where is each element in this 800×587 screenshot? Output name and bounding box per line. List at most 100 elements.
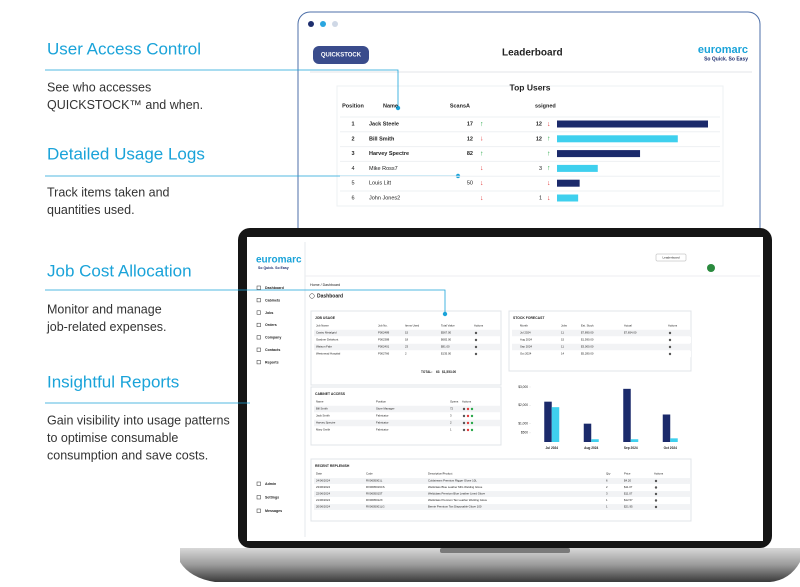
bar: [630, 439, 639, 442]
action-icon[interactable]: [470, 414, 474, 418]
action-icon[interactable]: [466, 428, 470, 432]
scans: 12: [467, 136, 473, 142]
action-icon[interactable]: [654, 499, 658, 502]
cell: 14: [561, 352, 565, 356]
trend: ↑: [547, 136, 551, 143]
row-bg: [314, 336, 500, 344]
position: 4: [351, 166, 354, 172]
action-icon[interactable]: [462, 407, 466, 411]
column-header: Name: [316, 400, 324, 404]
connector-dot: [442, 311, 448, 317]
user-name: Louis Litt: [369, 181, 391, 187]
cell: 20/06/2024: [316, 505, 330, 509]
nav-item: Cabinets: [265, 298, 280, 302]
cell: 15: [561, 338, 565, 342]
panel-title: RECENT REPLENISH: [315, 464, 350, 468]
nav-icon: [256, 310, 261, 315]
panel-title: CABINET ACCESS: [315, 392, 346, 396]
nav-icon: [256, 322, 261, 327]
action-icon[interactable]: [474, 338, 478, 342]
row-bg: [314, 484, 690, 491]
scans: 17: [467, 121, 473, 127]
column-header: Est. Stock: [581, 324, 594, 328]
action-icon[interactable]: [466, 421, 470, 425]
cell: Mary Smith: [316, 428, 331, 432]
total-value: $1,553.00: [442, 370, 456, 374]
action-icon[interactable]: [466, 407, 470, 411]
position: 5: [351, 181, 354, 187]
trend: ↓: [547, 195, 551, 202]
column-header: Items Used: [405, 324, 420, 328]
bar: [551, 407, 560, 442]
action-icon[interactable]: [466, 414, 470, 418]
action-icon[interactable]: [474, 331, 478, 335]
cell: RX0605001L: [366, 479, 383, 483]
cell: 21/06/2024: [316, 498, 330, 502]
cell: Bill Smith: [316, 407, 328, 411]
position: 6: [351, 195, 354, 201]
feature-title: Job Cost Allocation: [47, 261, 192, 280]
cell: $11.07: [624, 485, 633, 489]
nav-item: Contacts: [265, 348, 280, 352]
row-bg: [314, 426, 500, 434]
action-icon[interactable]: [462, 428, 466, 432]
column-header: Qty: [606, 472, 611, 476]
action-icon[interactable]: [474, 345, 478, 349]
cell: $7,890.00: [581, 331, 594, 335]
y-tick-label: $3,000: [518, 385, 528, 389]
action-icon[interactable]: [654, 505, 658, 509]
action-icon[interactable]: [654, 479, 658, 483]
cell: 11: [561, 331, 564, 335]
usage-bar: [557, 120, 708, 128]
feature-text: QUICKSTOCK™ and when.: [47, 98, 203, 112]
assigned: 12: [536, 121, 542, 127]
column-header: ssigned: [535, 103, 556, 109]
connectors: [45, 69, 458, 404]
nav-icon: [256, 347, 261, 352]
action-icon[interactable]: [668, 345, 672, 349]
panel-title: JOB USAGE: [315, 316, 336, 320]
column-header: Price: [624, 472, 631, 476]
action-icon[interactable]: [668, 338, 672, 342]
action-icon[interactable]: [668, 331, 672, 335]
cell: $135.00: [441, 352, 452, 356]
action-icon[interactable]: [470, 407, 474, 411]
cell: $7,654.00: [624, 331, 637, 335]
usage-bar: [557, 194, 579, 202]
feature-text: Track items taken and: [47, 185, 170, 199]
cell: 18: [405, 338, 409, 342]
column-header: Date: [316, 472, 322, 476]
row-bg: [314, 343, 500, 351]
bar: [583, 423, 592, 442]
connector-dot: [395, 105, 401, 111]
column-header: Actual: [624, 324, 632, 328]
action-icon[interactable]: [654, 492, 658, 496]
breadcrumb: Home / Dashboard: [310, 283, 340, 287]
nav-item: Dashboard: [265, 286, 284, 290]
action-icon[interactable]: [470, 428, 474, 432]
row-bg: [512, 336, 691, 344]
trend: ↑: [480, 150, 484, 157]
cell: Aug 2024: [520, 338, 532, 342]
action-icon[interactable]: [462, 421, 466, 425]
row-bg: [314, 412, 500, 420]
cell: P002388: [378, 338, 390, 342]
table-panel: [336, 85, 724, 207]
tagline: So Quick. So Easy: [258, 266, 289, 270]
user-name: Mike Ross7: [369, 166, 398, 172]
action-icon[interactable]: [668, 352, 672, 356]
action-icon[interactable]: [474, 352, 478, 356]
cell: Bernie Premium Tan Disposable Glove 100: [428, 505, 482, 509]
trend: ↓: [480, 180, 484, 187]
user-name: Bill Smith: [369, 136, 395, 142]
action-icon[interactable]: [654, 486, 658, 489]
window-dot: [320, 21, 326, 27]
action-icon[interactable]: [462, 414, 466, 418]
column-header: Actions: [654, 472, 664, 476]
logo-badge: [313, 46, 369, 64]
cell: Fabricator: [376, 421, 389, 425]
action-icon[interactable]: [470, 421, 474, 425]
bar: [544, 401, 552, 442]
assigned: 3: [539, 166, 542, 172]
bar: [662, 414, 671, 442]
